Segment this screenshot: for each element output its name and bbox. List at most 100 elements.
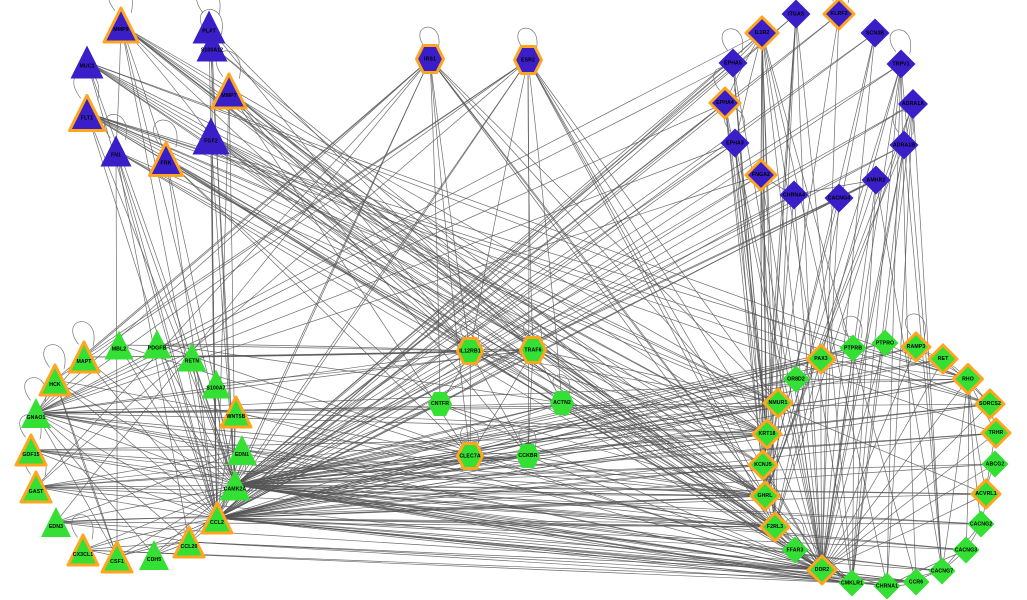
- triangle-glyph: [192, 10, 226, 44]
- triangle-glyph: [196, 30, 228, 62]
- graph-node-itga8[interactable]: ITGA8: [778, 0, 815, 33]
- diamond-glyph: [806, 554, 838, 586]
- triangle-glyph: [227, 435, 257, 465]
- hexagon-glyph: [550, 391, 574, 415]
- hexagon-glyph: [415, 44, 445, 74]
- diamond-glyph: [886, 49, 916, 79]
- triangle-glyph: [21, 398, 51, 428]
- triangle-glyph: [68, 94, 106, 132]
- diamond-glyph: [898, 89, 928, 119]
- diamond-glyph: [860, 18, 890, 48]
- triangle-glyph: [142, 329, 172, 359]
- graph-node-cckbr[interactable]: CCKBR: [512, 440, 544, 472]
- graph-node-mmp9[interactable]: MMP9: [100, 4, 142, 46]
- graph-node-edn1[interactable]: EDN1: [223, 431, 261, 469]
- graph-node-mmp7[interactable]: MMP7: [208, 70, 250, 112]
- graph-node-epha5[interactable]: EPHA5: [715, 45, 752, 82]
- triangle-glyph: [102, 6, 140, 44]
- diamond-glyph: [805, 343, 837, 375]
- diamond-glyph: [708, 86, 742, 120]
- diamond-glyph: [779, 180, 809, 210]
- diamond-glyph: [839, 334, 867, 362]
- graph-node-il12rb1[interactable]: IL12RB1: [454, 335, 487, 368]
- diamond-glyph: [952, 536, 980, 564]
- diamond-glyph: [974, 388, 1006, 420]
- graph-node-gnao1[interactable]: GNAO1: [17, 394, 55, 432]
- triangle-glyph: [100, 540, 134, 574]
- graph-node-gast[interactable]: GAST: [17, 468, 55, 506]
- hexagon-glyph: [516, 444, 540, 468]
- graph-node-ptprb[interactable]: PTPRB: [836, 331, 871, 366]
- triangle-glyph: [148, 141, 184, 177]
- diamond-glyph: [744, 15, 780, 51]
- diamond-glyph: [718, 48, 748, 78]
- triangle-glyph: [201, 369, 231, 399]
- triangle-glyph: [104, 330, 134, 360]
- graph-node-fn1[interactable]: FN1: [97, 132, 136, 171]
- graph-node-clec7a[interactable]: CLEC7A: [454, 440, 487, 473]
- graph-node-fgf2[interactable]: FGF2: [189, 114, 234, 159]
- triangle-glyph: [139, 540, 169, 570]
- graph-node-cntfr[interactable]: CNTFR: [424, 388, 456, 420]
- graph-node-wnt5b[interactable]: WNT5B: [217, 393, 255, 431]
- diamond-glyph: [838, 569, 866, 597]
- triangle-glyph: [67, 340, 101, 374]
- graph-node-epha4[interactable]: EPHA4: [706, 84, 744, 122]
- graph-node-flt1[interactable]: FLT1: [66, 92, 109, 135]
- hexagon-glyph: [456, 442, 484, 470]
- diamond-glyph: [900, 331, 932, 363]
- triangle-glyph: [38, 363, 72, 397]
- diamond-glyph: [744, 158, 778, 192]
- graph-node-ccr6[interactable]: CCR6: [899, 565, 934, 600]
- diamond-glyph: [889, 130, 919, 160]
- diamond-glyph: [928, 557, 956, 585]
- triangle-glyph: [210, 72, 248, 110]
- diamond-glyph: [759, 511, 791, 543]
- diamond-glyph: [749, 480, 781, 512]
- triangle-glyph: [41, 507, 71, 537]
- graph-node-chrna4[interactable]: CHRNA4: [776, 177, 813, 214]
- diamond-glyph: [781, 0, 811, 29]
- graph-node-adra1b[interactable]: ADRA1B: [886, 127, 923, 164]
- graph-node-csf1[interactable]: CSF1: [98, 538, 136, 576]
- graph-node-cmklr1[interactable]: CMKLR1: [835, 566, 870, 600]
- graph-node-ccl20[interactable]: CCL20: [170, 523, 208, 561]
- graph-node-cdh5[interactable]: CDH5: [135, 536, 173, 574]
- hexagon-glyph: [456, 337, 484, 365]
- triangle-glyph: [172, 525, 206, 559]
- graph-node-klrf2[interactable]: KLRF2: [820, 0, 858, 33]
- graph-node-irs1[interactable]: IRS1: [413, 42, 448, 77]
- graph-node-actn2[interactable]: ACTN2: [546, 387, 578, 419]
- graph-node-cacng4[interactable]: CACNG4: [821, 180, 858, 217]
- graph-node-pdgfb[interactable]: PDGFB: [139, 326, 176, 363]
- graph-node-mbl2[interactable]: MBL2: [101, 327, 138, 364]
- diamond-glyph: [782, 365, 810, 393]
- diamond-glyph: [970, 478, 1002, 510]
- triangle-glyph: [14, 433, 48, 467]
- graph-node-gdf15[interactable]: GDF15: [12, 431, 50, 469]
- graph-node-esr2[interactable]: ESR2: [511, 43, 546, 78]
- triangle-glyph: [192, 117, 230, 155]
- triangle-glyph: [100, 135, 132, 167]
- diamond-glyph: [871, 329, 899, 357]
- graph-node-s100a12[interactable]: S100A12: [193, 27, 232, 66]
- graph-node-fnga2[interactable]: FNGA2: [742, 156, 780, 194]
- diamond-glyph: [781, 536, 809, 564]
- graph-node-adra1a[interactable]: ADRA1A: [894, 85, 932, 123]
- graph-node-amhr2[interactable]: AMHR2: [858, 162, 895, 199]
- graph-node-traf6[interactable]: TRAF6: [517, 334, 550, 367]
- graph-node-cx3cl1[interactable]: CX3CL1: [64, 531, 102, 569]
- triangle-glyph: [19, 470, 53, 504]
- graph-node-frk[interactable]: FRK: [146, 139, 187, 180]
- diamond-glyph: [822, 0, 856, 31]
- graph-node-muc1[interactable]: MUC1: [67, 42, 108, 83]
- diamond-glyph: [873, 572, 901, 600]
- triangle-glyph: [200, 501, 234, 535]
- diamond-glyph: [762, 387, 794, 419]
- graph-node-trpv1[interactable]: TRPV1: [883, 46, 920, 83]
- diamond-glyph: [902, 568, 930, 596]
- diamond-glyph: [747, 449, 779, 481]
- triangle-glyph: [66, 533, 100, 567]
